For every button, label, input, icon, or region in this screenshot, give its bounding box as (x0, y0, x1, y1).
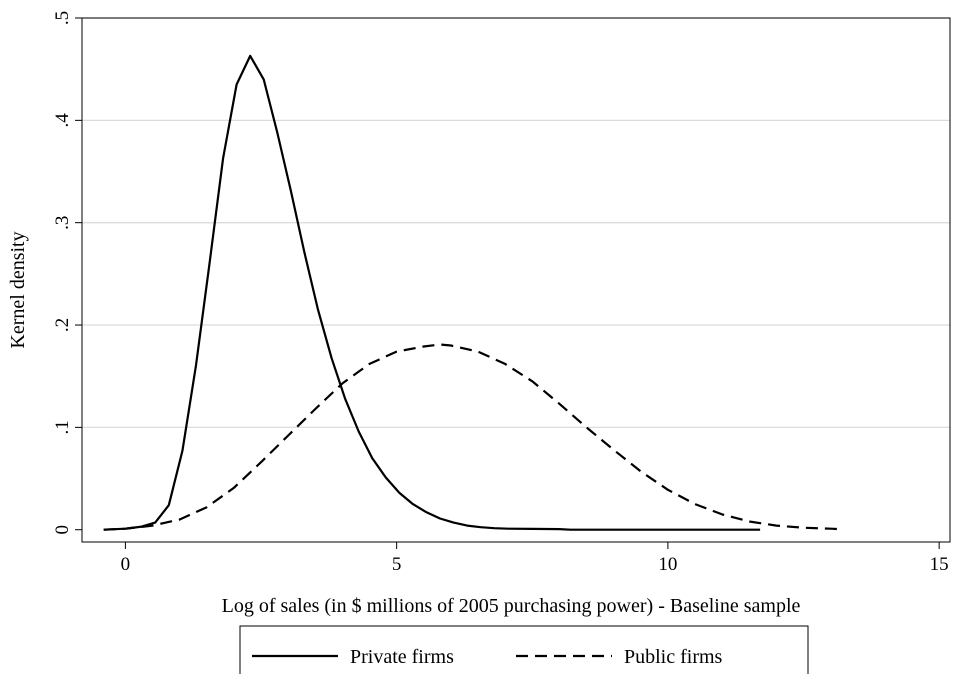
legend-label-private-firms: Private firms (350, 646, 454, 668)
x-tick-label-2: 10 (658, 554, 677, 575)
x-axis: 0 5 10 15 (121, 542, 949, 575)
series-line-0 (103, 54, 761, 531)
gridlines (82, 17, 950, 429)
legend-box (239, 625, 809, 674)
x-tick-label-3: 15 (930, 554, 949, 575)
legend: Private firms Public firms (239, 625, 809, 674)
x-tick-label-0: 0 (121, 554, 131, 575)
y-tick-label-4: .4 (52, 113, 73, 128)
x-tick-label-1: 5 (392, 554, 402, 575)
y-axis: 0 .1 .2 .3 .4 .5 (52, 11, 82, 535)
y-tick-label-1: .1 (52, 420, 73, 434)
plot-frame (81, 17, 951, 543)
y-tick-label-5: .5 (52, 11, 73, 25)
y-tick-label-0: 0 (52, 525, 73, 535)
legend-label-public-firms: Public firms (624, 646, 723, 668)
y-tick-label-2: .2 (52, 318, 73, 332)
series-layer (103, 54, 842, 531)
series-line-1 (103, 343, 842, 531)
x-axis-title: Log of sales (in $ millions of 2005 purc… (222, 595, 801, 617)
y-axis-title: Kernel density (7, 231, 29, 348)
y-tick-label-3: .3 (52, 216, 73, 230)
